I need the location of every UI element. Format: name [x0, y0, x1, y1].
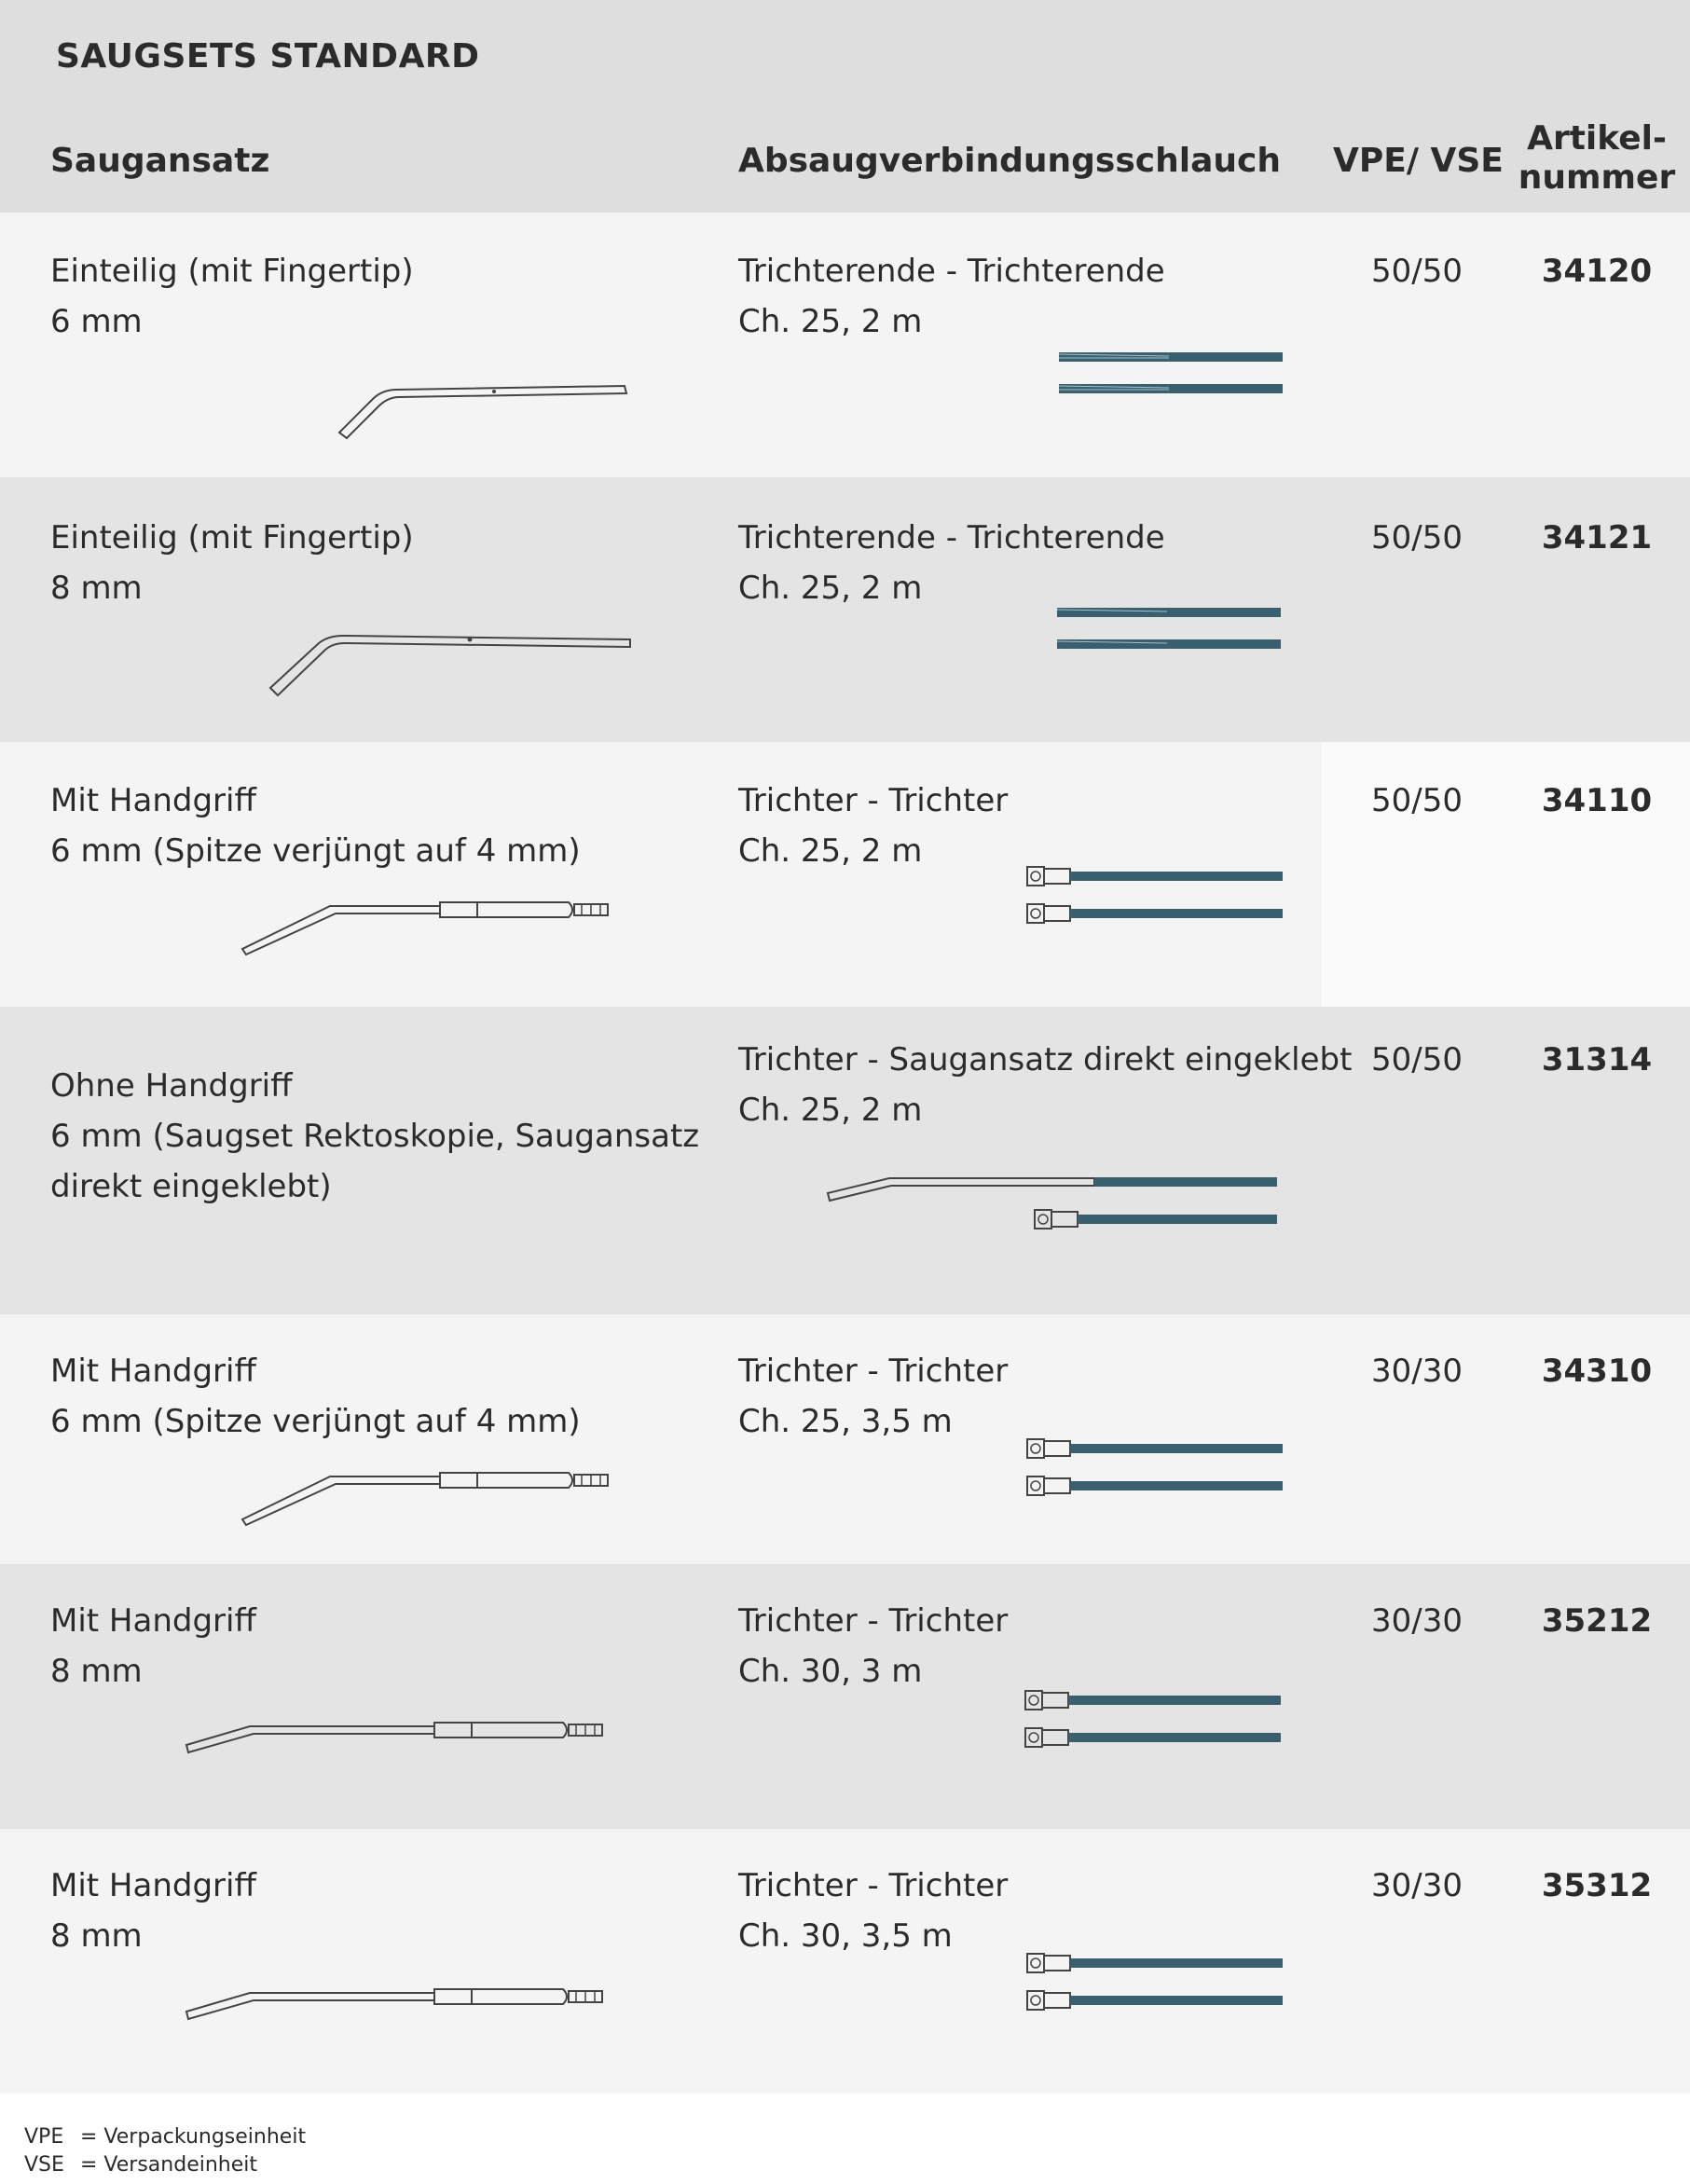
schlauch-cell: Trichterende - Trichterende Ch. 25, 2 m	[738, 246, 1316, 347]
schlauch-type: Trichter - Trichter	[738, 1867, 1009, 1904]
schlauch-cell: Trichter - Saugansatz direkt eingeklebt …	[738, 1035, 1353, 1135]
schlauch-type: Trichter - Trichter	[738, 782, 1009, 819]
legend-item: VSE = Versandeinheit	[24, 2151, 306, 2179]
table-header: SAUGSETS STANDARD Saugansatz Absaugverbi…	[0, 0, 1690, 213]
article-number: 34121	[1541, 519, 1653, 556]
saugansatz-size: 6 mm (Spitze verjüngt auf 4 mm)	[50, 832, 581, 870]
column-header-artikelnummer: Artikel- nummer	[1508, 119, 1685, 198]
funnel-tube-pair-icon	[1026, 1438, 1283, 1496]
article-number: 35312	[1541, 1867, 1653, 1904]
schlauch-type: Trichterende - Trichterende	[738, 519, 1165, 556]
abbreviation-legend: VPE = Verpackungseinheit VSE = Versandeinh…	[24, 2123, 306, 2179]
saugansatz-cell: Einteilig (mit Fingertip) 6 mm	[50, 246, 694, 347]
saugansatz-type: Einteilig (mit Fingertip)	[50, 519, 414, 556]
handle-suction-tip-icon	[240, 901, 609, 956]
legend-item: VPE = Verpackungseinheit	[24, 2123, 306, 2151]
saugansatz-type: Mit Handgriff	[50, 1867, 256, 1904]
saugansatz-type: Einteilig (mit Fingertip)	[50, 253, 414, 290]
schlauch-cell: Trichterende - Trichterende Ch. 25, 2 m	[738, 513, 1316, 613]
schlauch-type: Trichter - Trichter	[738, 1353, 1009, 1390]
table-row: Einteilig (mit Fingertip) 6 mm Trichtere…	[0, 213, 1690, 477]
saugansatz-size: 6 mm (Saugset Rektoskopie, Saugansatz	[50, 1118, 700, 1155]
schlauch-type: Trichter - Trichter	[738, 1602, 1009, 1640]
saugansatz-note: direkt eingeklebt)	[50, 1168, 332, 1205]
saugansatz-cell: Mit Handgriff 6 mm (Spitze verjüngt auf …	[50, 1346, 694, 1447]
schlauch-size: Ch. 25, 2 m	[738, 303, 923, 340]
funnel-tube-pair-icon	[1026, 1953, 1283, 2011]
fingertip-suction-tip-icon	[268, 634, 631, 697]
schlauch-size: Ch. 30, 3,5 m	[738, 1917, 953, 1955]
schlauch-type: Trichter - Saugansatz direkt eingeklebt	[738, 1041, 1353, 1078]
schlauch-size: Ch. 25, 2 m	[738, 1092, 923, 1129]
column-header-saugansatz: Saugansatz	[50, 142, 270, 180]
schlauch-size: Ch. 25, 2 m	[738, 570, 923, 607]
saugansatz-size: 6 mm (Spitze verjüngt auf 4 mm)	[50, 1403, 581, 1440]
saugansatz-cell: Mit Handgriff 8 mm	[50, 1596, 694, 1696]
handle-suction-tip-icon	[185, 1988, 603, 2021]
table-row: Mit Handgriff 6 mm (Spitze verjüngt auf …	[0, 1314, 1690, 1564]
cell-highlight	[1322, 742, 1690, 1007]
saugansatz-cell: Einteilig (mit Fingertip) 8 mm	[50, 513, 694, 613]
schlauch-size: Ch. 25, 3,5 m	[738, 1403, 953, 1440]
schlauch-cell: Trichter - Trichter Ch. 30, 3,5 m	[738, 1861, 1316, 1961]
saugansatz-size: 8 mm	[50, 570, 143, 607]
schlauch-cell: Trichter - Trichter Ch. 25, 2 m	[738, 776, 1316, 876]
legend-text: = Verpackungseinheit	[80, 2125, 307, 2149]
handle-suction-tip-icon	[185, 1722, 603, 1754]
article-number: 34310	[1541, 1353, 1653, 1390]
saugansatz-size: 8 mm	[50, 1917, 143, 1955]
table-row: Mit Handgriff 6 mm (Spitze verjüngt auf …	[0, 742, 1690, 1007]
table-row: Einteilig (mit Fingertip) 8 mm Trichtere…	[0, 477, 1690, 742]
saugansatz-cell: Mit Handgriff 8 mm	[50, 1861, 694, 1961]
schlauch-size: Ch. 30, 3 m	[738, 1653, 923, 1690]
saugansatz-cell: Ohne Handgriff 6 mm (Saugset Rektoskopie…	[50, 1061, 700, 1212]
saugansatz-size: 6 mm	[50, 303, 143, 340]
column-header-artikel-line1: Artikel-	[1527, 119, 1667, 158]
page-title: SAUGSETS STANDARD	[56, 37, 480, 76]
vpe-value: 50/50	[1371, 1041, 1463, 1078]
article-number: 34120	[1541, 253, 1653, 290]
schlauch-cell: Trichter - Trichter Ch. 25, 3,5 m	[738, 1346, 1316, 1447]
handle-suction-tip-icon	[240, 1472, 609, 1527]
legend-text: = Versandeinheit	[80, 2153, 258, 2177]
table-row: Mit Handgriff 8 mm Trichter - Trichter C…	[0, 1829, 1690, 2094]
tube-pair-icon	[1058, 352, 1283, 393]
funnel-tube-pair-icon	[1026, 866, 1283, 924]
direct-glued-tube-icon	[826, 1177, 1277, 1229]
schlauch-size: Ch. 25, 2 m	[738, 832, 923, 870]
column-header-schlauch: Absaugverbindungsschlauch	[738, 142, 1281, 180]
saugansatz-type: Mit Handgriff	[50, 1353, 256, 1390]
saugansatz-cell: Mit Handgriff 6 mm (Spitze verjüngt auf …	[50, 776, 694, 876]
table-row: Mit Handgriff 8 mm Trichter - Trichter C…	[0, 1564, 1690, 1829]
table-row: Ohne Handgriff 6 mm (Saugset Rektoskopie…	[0, 1007, 1690, 1314]
article-number: 34110	[1541, 782, 1653, 819]
vpe-value: 30/30	[1371, 1602, 1463, 1640]
article-number: 31314	[1541, 1041, 1653, 1078]
column-header-vpe: VPE/ VSE	[1333, 142, 1504, 180]
article-number: 35212	[1541, 1602, 1653, 1640]
saugansatz-size: 8 mm	[50, 1653, 143, 1690]
vpe-value: 50/50	[1371, 519, 1463, 556]
schlauch-type: Trichterende - Trichterende	[738, 253, 1165, 290]
vpe-value: 30/30	[1371, 1867, 1463, 1904]
saugansatz-type: Ohne Handgriff	[50, 1067, 293, 1105]
vpe-value: 50/50	[1371, 253, 1463, 290]
vpe-value: 50/50	[1371, 782, 1463, 819]
schlauch-cell: Trichter - Trichter Ch. 30, 3 m	[738, 1596, 1316, 1696]
tube-pair-icon	[1056, 608, 1281, 649]
funnel-tube-pair-icon	[1024, 1690, 1281, 1748]
saugansatz-type: Mit Handgriff	[50, 1602, 256, 1640]
saugansatz-type: Mit Handgriff	[50, 782, 256, 819]
vpe-value: 30/30	[1371, 1353, 1463, 1390]
legend-abbr: VSE	[24, 2153, 64, 2177]
legend-abbr: VPE	[24, 2125, 64, 2149]
fingertip-suction-tip-icon	[337, 384, 628, 440]
column-header-artikel-line2: nummer	[1518, 158, 1676, 197]
